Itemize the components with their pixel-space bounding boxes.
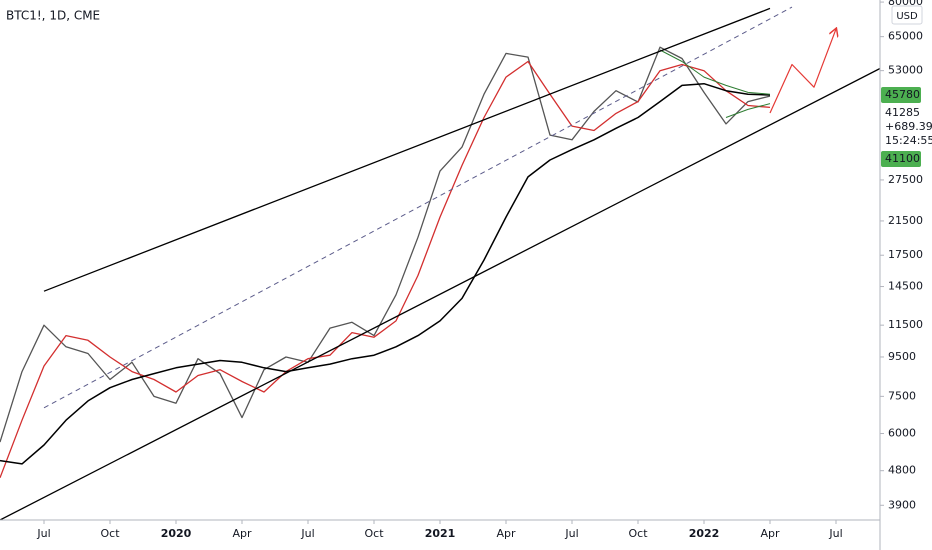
x-tick-label: 2020 [161, 527, 192, 540]
x-tick-label: 2021 [425, 527, 456, 540]
x-tick-label: Oct [628, 527, 648, 540]
y-tick-label: 6000 [888, 427, 916, 440]
x-tick-label: Jul [564, 527, 578, 540]
y-tick-label: 9500 [888, 350, 916, 363]
series-line [0, 60, 771, 479]
series-line [725, 103, 771, 118]
series-line [0, 46, 771, 443]
series-line [0, 82, 771, 465]
y-tick-label: 7500 [888, 389, 916, 402]
y-tick-label: 3900 [888, 498, 916, 511]
x-tick-label: Apr [232, 527, 252, 540]
price-label-box [881, 151, 921, 168]
price-label-box [881, 87, 921, 104]
currency: USD [896, 11, 918, 22]
plot-area [0, 6, 880, 520]
price-label: 45780 [885, 88, 920, 101]
price-label: 41285 [885, 106, 920, 119]
price-label: 41100 [885, 152, 920, 165]
series-line [769, 29, 836, 114]
x-tick-label: Apr [760, 527, 780, 540]
series-line [43, 7, 771, 292]
series-line [0, 67, 880, 520]
price-label: +689.39% [885, 120, 932, 133]
y-tick-label: 14500 [888, 280, 923, 293]
x-tick-label: Apr [496, 527, 516, 540]
y-tick-label: 11500 [888, 318, 923, 331]
y-tick-label: 53000 [888, 64, 923, 77]
currency-box[interactable] [891, 5, 923, 25]
x-tick-label: Jul [36, 527, 50, 540]
y-tick-label: 65000 [888, 30, 923, 43]
x-tick-label: 2022 [689, 527, 720, 540]
series-line [43, 6, 793, 409]
price-label: 15:24:55 [885, 134, 932, 147]
x-tick-label: Oct [100, 527, 120, 540]
y-tick-label: 21500 [888, 214, 923, 227]
y-tick-label: 4800 [888, 464, 916, 477]
chart-title: BTC1!, 1D, CME [6, 9, 100, 23]
series-line [659, 49, 771, 95]
x-tick-label: Jul [828, 527, 842, 540]
x-tick-label: Oct [364, 527, 384, 540]
y-tick-label: 17500 [888, 248, 923, 261]
y-tick-label: 80000 [888, 0, 923, 8]
y-tick-label: 27500 [888, 173, 923, 186]
x-tick-label: Jul [300, 527, 314, 540]
